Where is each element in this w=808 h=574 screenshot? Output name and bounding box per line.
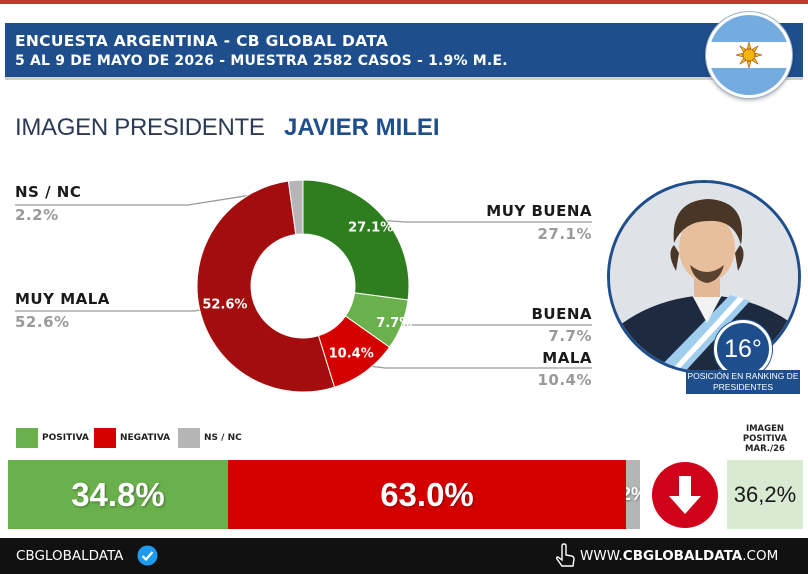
value-buena: 7.7% bbox=[548, 327, 592, 345]
ranking-caption: POSICIÓN EN RANKING DE PRESIDENTES bbox=[686, 370, 800, 394]
website-suffix: .COM bbox=[742, 548, 779, 564]
legend-swatch-ns-nc bbox=[178, 428, 200, 448]
legend-swatch-negativa bbox=[94, 428, 116, 448]
value-ns-nc: 2.2% bbox=[15, 206, 59, 224]
donut-slice-ns-nc bbox=[287, 179, 304, 236]
label-ns-nc: NS / NC bbox=[15, 183, 82, 201]
value-muy-buena: 27.1% bbox=[537, 225, 592, 243]
website-name: CBGLOBALDATA bbox=[622, 548, 743, 564]
value-muy-mala: 52.6% bbox=[15, 313, 70, 331]
donut-slice-value: 10.4% bbox=[329, 346, 374, 361]
legend-label-negativa: NEGATIVA bbox=[120, 433, 171, 443]
donut-slice-value: 52.6% bbox=[202, 297, 247, 312]
legend-label-ns-nc: NS / NC bbox=[204, 433, 242, 443]
header-banner: ENCUESTA ARGENTINA - CB GLOBAL DATA 5 AL… bbox=[5, 23, 803, 80]
bar-segment-ns-nc: 2.2% bbox=[626, 460, 640, 529]
footer-website[interactable]: WWW.CBGLOBALDATA.COM bbox=[580, 548, 778, 564]
previous-caption: IMAGEN POSITIVA MAR./26 bbox=[742, 424, 788, 454]
verified-badge-icon bbox=[137, 545, 158, 566]
president-portrait bbox=[607, 180, 801, 374]
chart-title: IMAGEN PRESIDENTE bbox=[15, 114, 265, 141]
website-prefix: WWW. bbox=[580, 548, 623, 564]
bar-value-label: 34.8% bbox=[71, 476, 165, 513]
bar-value-label: 2.2% bbox=[626, 484, 640, 504]
footer-bar: CBGLOBALDATA WWW.CBGLOBALDATA.COM bbox=[0, 538, 808, 574]
bar-segment-negativa: 63.0% bbox=[228, 460, 626, 529]
label-muy-mala: MUY MALA bbox=[15, 290, 110, 308]
label-buena: BUENA bbox=[531, 305, 592, 323]
down-arrow-icon bbox=[652, 462, 718, 528]
bar-segment-positiva: 34.8% bbox=[8, 460, 228, 529]
donut-slice-value: 27.1% bbox=[348, 221, 393, 236]
legend-swatch-positiva bbox=[16, 428, 38, 448]
survey-details: 5 AL 9 DE MAYO DE 2026 - MUESTRA 2582 CA… bbox=[15, 53, 508, 69]
footer-brand: CBGLOBALDATA bbox=[16, 548, 124, 564]
donut-slice-muy-buena bbox=[302, 179, 410, 301]
previous-value: 36,2% bbox=[727, 460, 803, 529]
value-mala: 10.4% bbox=[537, 371, 592, 389]
argentina-flag-icon bbox=[706, 12, 792, 98]
legend-label-positiva: POSITIVA bbox=[42, 433, 89, 443]
pointer-hand-icon bbox=[555, 543, 575, 567]
ranking-badge: 16° bbox=[714, 320, 772, 378]
donut-slice-value: 7.7% bbox=[376, 316, 412, 331]
top-accent-strip bbox=[0, 0, 808, 4]
bar-value-label: 63.0% bbox=[380, 476, 474, 513]
survey-title: ENCUESTA ARGENTINA - CB GLOBAL DATA bbox=[15, 32, 389, 50]
president-name: JAVIER MILEI bbox=[284, 114, 440, 141]
label-muy-buena: MUY BUENA bbox=[486, 202, 592, 220]
donut-slice-muy-mala bbox=[196, 180, 336, 393]
label-mala: MALA bbox=[542, 349, 592, 367]
